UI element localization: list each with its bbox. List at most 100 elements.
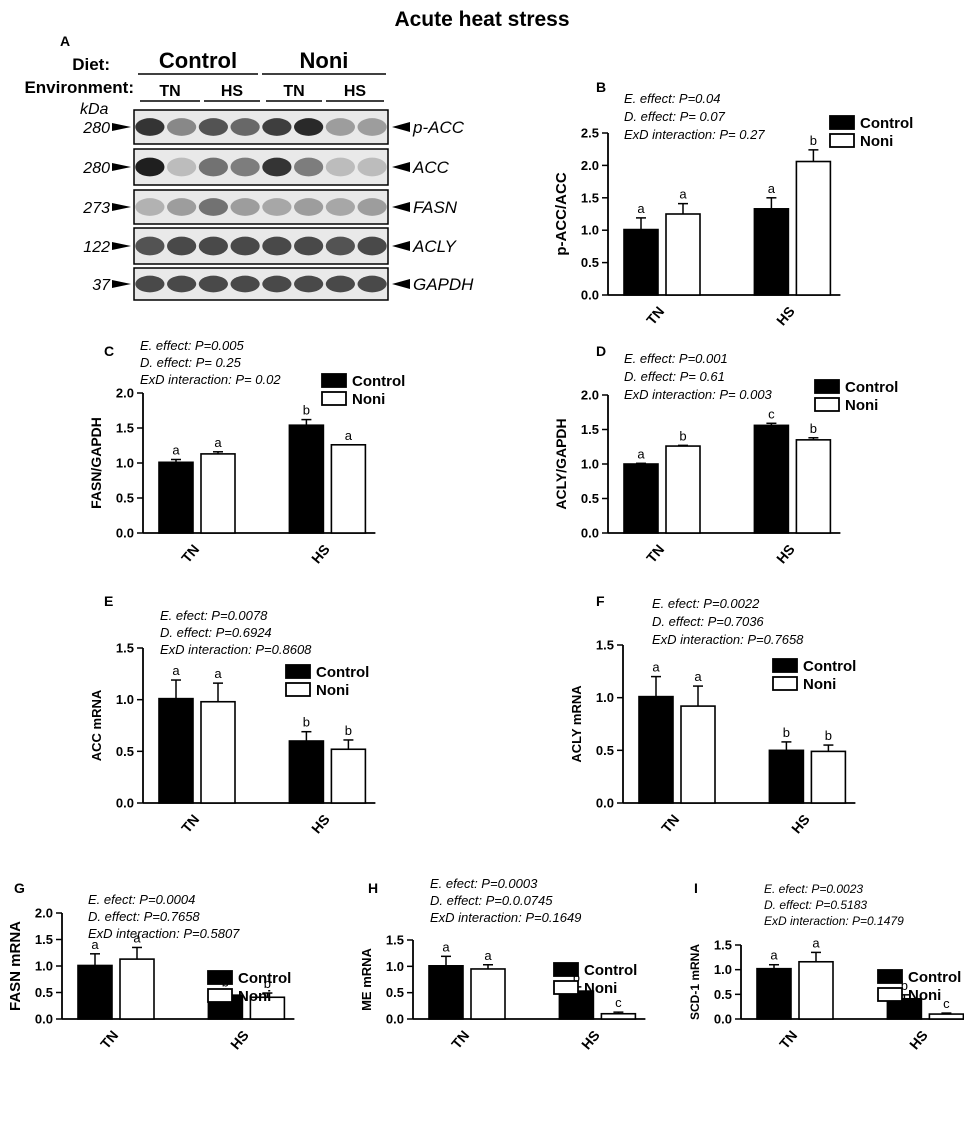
stat-line-h: D. effect: P=0.0.0745	[430, 893, 553, 908]
bar-b-noni-hs	[795, 160, 832, 296]
significance-letter-b: b	[810, 133, 817, 148]
band-arrow-icon	[392, 279, 410, 289]
blot-band	[325, 236, 355, 256]
blot-band	[262, 157, 292, 177]
band-arrow-icon	[392, 122, 410, 132]
y-axis-label-g: FASN mRNA	[7, 921, 24, 1011]
legend-swatch-d-control	[814, 379, 840, 394]
bar-g-control-tn	[77, 964, 113, 1020]
y-tick-label-d: 1.0	[581, 457, 599, 472]
significance-letter-h: c	[615, 995, 622, 1010]
bar-h-noni-tn	[470, 968, 506, 1020]
stat-line-c: D. effect: P= 0.25	[140, 355, 242, 370]
blot-band	[167, 118, 197, 136]
y-tick-label-e: 0.5	[116, 744, 134, 759]
bar-c-control-tn	[158, 461, 194, 534]
x-tick-label-g: TN	[97, 1027, 121, 1052]
chart-panel-c: C E. effect: P=0.005 D. effect: P= 0.25 ExD…	[88, 338, 405, 566]
bar-c-noni-tn	[200, 453, 236, 534]
legend-label-b-noni: Noni	[860, 133, 893, 150]
panel-label-a: A	[60, 33, 70, 49]
significance-letter-g: a	[91, 937, 99, 952]
kda-arrow-icon	[112, 280, 131, 288]
x-tick-label-f: TN	[658, 811, 682, 836]
y-axis-label-f: ACLY mRNA	[569, 685, 584, 763]
legend-swatch-e-control	[285, 664, 311, 679]
chart-panel-d: D E. effect: P=0.001 D. effect: P= 0.61 ExD…	[553, 343, 898, 566]
legend-label-b-control: Control	[860, 115, 913, 132]
stat-line-c: E. effect: P=0.005	[140, 338, 244, 353]
legend-swatch-g-control	[207, 970, 233, 985]
y-tick-label-i: 1.5	[714, 938, 732, 953]
y-axis-label-i: SCD-1 mRNA	[688, 944, 702, 1020]
blot-band	[325, 275, 355, 293]
y-tick-label-g: 2.0	[35, 906, 53, 921]
significance-letter-d: b	[810, 421, 817, 436]
stat-line-f: ExD interaction: P=0.7658	[652, 632, 804, 647]
stat-line-i: E. efect: P=0.0023	[764, 882, 863, 896]
bar-chart-panels: B E. effect: P=0.04 D. effect: P= 0.07 ExD …	[7, 79, 964, 1052]
x-tick-label-h: TN	[448, 1027, 472, 1052]
significance-letter-g: a	[133, 930, 141, 945]
y-tick-label-e: 0.0	[116, 796, 134, 811]
legend-swatch-b-noni	[829, 133, 855, 148]
stat-line-i: D. effect: P=0.5183	[764, 898, 867, 912]
y-tick-label-h: 0.0	[386, 1012, 404, 1027]
legend-label-i-noni: Noni	[908, 987, 941, 1004]
y-tick-label-c: 0.0	[116, 526, 134, 541]
kda-arrow-icon	[112, 163, 131, 171]
y-axis-label-d: ACLY/GAPDH	[553, 418, 569, 509]
stat-line-f: E. efect: P=0.0022	[652, 596, 760, 611]
bar-b-control-tn	[623, 228, 659, 296]
significance-letter-i: a	[812, 935, 820, 950]
stat-line-h: ExD interaction: P=0.1649	[430, 910, 581, 925]
panel-label-i: I	[694, 880, 698, 896]
blot-band	[135, 118, 165, 136]
stat-line-g: E. efect: P=0.0004	[88, 892, 195, 907]
significance-letter-f: a	[652, 660, 660, 675]
y-tick-label-h: 1.0	[386, 959, 404, 974]
significance-letter-h: a	[484, 948, 492, 963]
significance-letter-h: b	[573, 970, 580, 985]
legend-swatch-f-noni	[772, 676, 798, 691]
y-tick-label-i: 1.0	[714, 962, 732, 977]
bar-c-noni-hs	[330, 443, 367, 534]
blot-band	[135, 275, 165, 293]
diet-label: Diet:	[72, 55, 110, 74]
blot-band	[357, 118, 387, 136]
x-tick-label-c: HS	[308, 541, 333, 566]
significance-letter-e: a	[172, 663, 180, 678]
stat-line-f: D. effect: P=0.7036	[652, 614, 764, 629]
legend-label-c-control: Control	[352, 373, 405, 390]
blot-band	[230, 236, 260, 256]
bar-b-control-hs	[753, 208, 790, 296]
panel-label-g: G	[14, 880, 25, 896]
bar-e-noni-hs	[330, 748, 367, 804]
stat-line-b: ExD interaction: P= 0.27	[624, 127, 765, 142]
blot-band	[357, 198, 387, 216]
legend-swatch-g-noni	[207, 988, 233, 1003]
bar-c-control-hs	[288, 424, 325, 534]
legend-swatch-i-control	[877, 969, 903, 984]
blot-band	[230, 275, 260, 293]
x-tick-label-b: TN	[643, 303, 667, 328]
y-tick-label-f: 1.5	[596, 638, 614, 653]
legend-swatch-b-control	[829, 115, 855, 130]
x-tick-label-d: TN	[643, 541, 667, 566]
significance-letter-c: a	[214, 435, 222, 450]
environment-hs: HS	[221, 83, 244, 100]
chart-panel-b: B E. effect: P=0.04 D. effect: P= 0.07 ExD …	[553, 79, 913, 328]
blot-band	[230, 157, 260, 177]
bar-d-noni-hs	[795, 439, 832, 534]
band-arrow-icon	[392, 162, 410, 172]
figure-title: Acute heat stress	[394, 8, 569, 31]
blot-band	[230, 198, 260, 216]
y-tick-label-g: 0.0	[35, 1012, 53, 1027]
y-tick-label-d: 0.0	[581, 526, 599, 541]
environment-tn: TN	[159, 83, 180, 100]
kda-arrow-icon	[112, 123, 131, 131]
y-tick-label-b: 1.5	[581, 190, 599, 205]
blot-band	[167, 157, 197, 177]
y-tick-label-h: 1.5	[386, 933, 404, 948]
